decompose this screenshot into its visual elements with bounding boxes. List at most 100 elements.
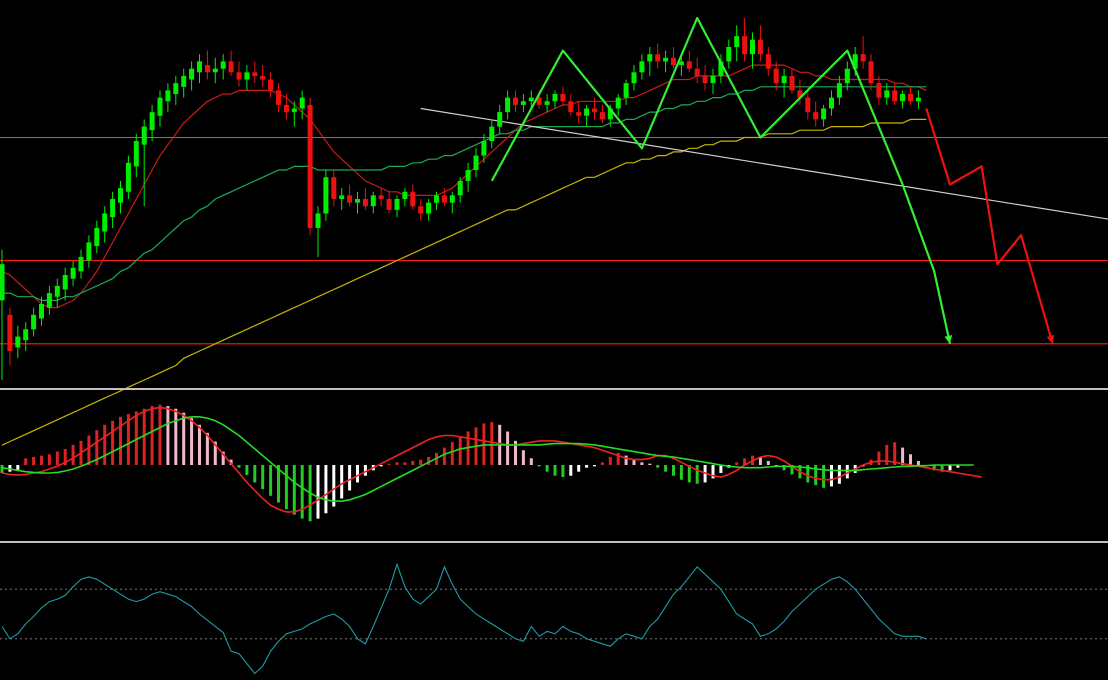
candle-body — [757, 39, 763, 55]
trendline — [420, 107, 1108, 220]
candle-body — [852, 54, 858, 69]
macd-histogram-bar — [506, 431, 510, 465]
candle-body — [165, 90, 171, 102]
macd-histogram-bar — [600, 462, 604, 465]
oscillator-line — [1, 562, 927, 675]
macd-histogram-bar — [695, 465, 699, 484]
candle-body — [900, 94, 906, 102]
macd-histogram-bar — [119, 416, 122, 465]
macd-histogram-bar — [411, 460, 415, 465]
candle-body — [362, 199, 368, 207]
macd-histogram-bar — [174, 408, 178, 465]
candle-body — [678, 61, 684, 66]
candle-body — [734, 36, 740, 47]
macd-histogram-bar — [814, 465, 818, 486]
candle-body — [118, 188, 123, 203]
candle-body — [576, 112, 582, 116]
macd-histogram-bar — [32, 456, 36, 465]
macd-histogram-bar — [790, 465, 794, 475]
candle-body — [78, 256, 84, 272]
candle-body — [378, 195, 384, 199]
candle-body — [686, 61, 692, 69]
candle-body — [102, 213, 108, 232]
candle-body — [157, 97, 163, 116]
macd-histogram-bar — [87, 435, 91, 465]
candle-body — [892, 90, 898, 102]
candle-body — [339, 195, 345, 199]
candle-body — [449, 195, 455, 203]
macd-histogram-bar — [111, 420, 115, 465]
candle-body — [765, 54, 771, 69]
candle-body — [418, 206, 424, 214]
macd-histogram-bar — [672, 465, 675, 476]
macd-histogram-bar — [553, 465, 557, 476]
candle-body — [647, 54, 653, 62]
macd-histogram-bar — [569, 465, 573, 476]
macd-histogram-bar — [332, 465, 336, 507]
candle-body — [331, 177, 337, 199]
candle-body — [323, 177, 329, 214]
candle-body — [876, 83, 882, 98]
macd-histogram-bar — [300, 465, 304, 519]
candle-body — [520, 101, 526, 105]
candle-body — [291, 108, 297, 113]
candle-body — [70, 267, 76, 279]
macd-histogram-bar — [916, 460, 920, 465]
macd-histogram-bar — [40, 455, 43, 465]
macd-histogram-bar — [158, 404, 162, 465]
forecast-path — [925, 108, 1054, 345]
macd-histogram-bar — [885, 444, 889, 465]
candle-body — [0, 264, 5, 301]
macd-histogram-bar — [845, 465, 849, 479]
candle-body — [481, 141, 487, 156]
candle-body — [497, 112, 503, 127]
candle-body — [204, 65, 210, 73]
candle-body — [394, 199, 400, 210]
candle-body — [23, 329, 29, 341]
candle-body — [441, 195, 447, 203]
macd-histogram-bar — [126, 414, 130, 465]
candle-body — [607, 108, 613, 120]
macd-histogram-bar — [593, 465, 596, 467]
candle-body — [702, 75, 708, 84]
candle-body — [908, 94, 913, 102]
pattern-path — [490, 16, 952, 345]
candle-body — [560, 94, 566, 102]
macd-histogram-bar — [47, 454, 51, 465]
macd-histogram-bar — [95, 430, 99, 465]
macd-histogram-bar — [766, 460, 770, 465]
macd-histogram-bar — [940, 465, 944, 472]
candle-body — [173, 83, 179, 95]
macd-histogram-bar — [529, 458, 533, 465]
candle-body — [473, 155, 479, 171]
macd-histogram-bar — [656, 465, 660, 468]
macd-histogram-bar — [679, 465, 683, 480]
macd-histogram-bar — [221, 451, 225, 465]
candle-body — [236, 72, 242, 80]
candle-body — [299, 97, 305, 109]
candle-body — [276, 90, 281, 105]
candle-body — [307, 104, 313, 228]
candle-body — [110, 199, 116, 218]
macd-histogram-bar — [719, 465, 723, 474]
macd-histogram-bar — [632, 459, 636, 465]
candle-body — [915, 97, 921, 102]
candle-body — [125, 162, 131, 192]
candle-body — [568, 101, 574, 113]
macd-histogram-bar — [395, 462, 399, 465]
macd-histogram-bar — [363, 465, 367, 476]
macd-histogram-bar — [71, 444, 75, 465]
macd-histogram-bar — [245, 465, 249, 476]
macd-histogram-bar — [103, 424, 107, 465]
candle-body — [599, 112, 605, 120]
candle-body — [402, 191, 408, 199]
pattern-path-arrowhead — [944, 335, 953, 344]
macd-histogram-bar — [142, 408, 146, 465]
macd-histogram-bar — [806, 465, 810, 483]
candle-body — [631, 72, 637, 84]
candle-body — [370, 195, 376, 207]
candle-body — [434, 195, 439, 203]
macd-histogram-bar — [150, 406, 154, 465]
candle-body — [805, 97, 811, 113]
